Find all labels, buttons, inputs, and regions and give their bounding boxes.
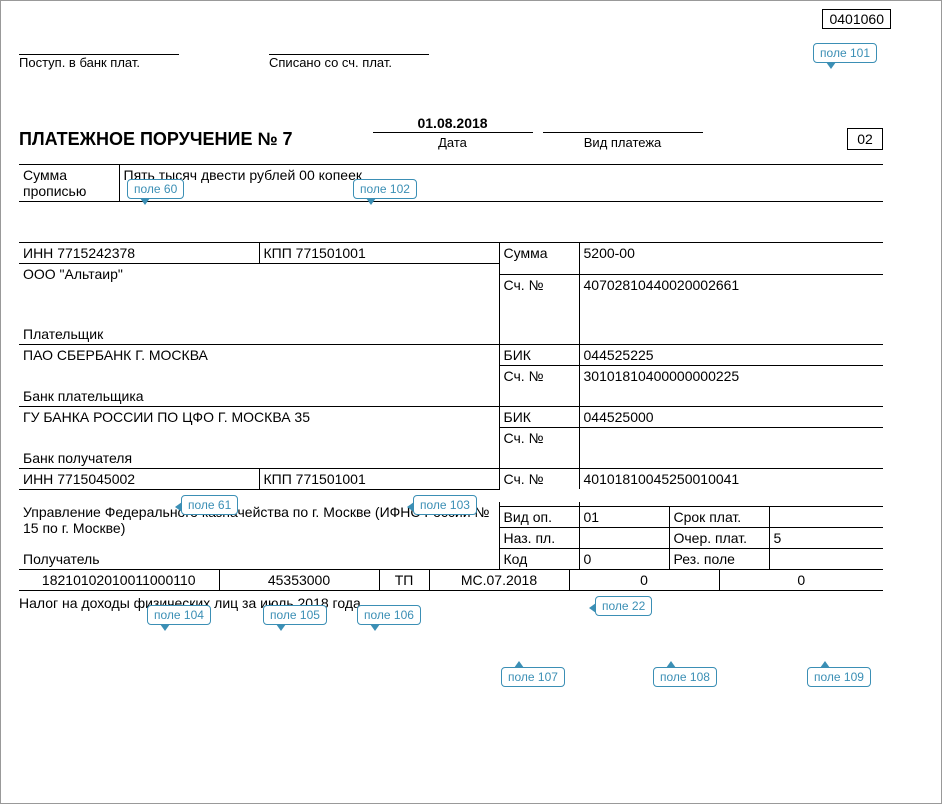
payer-bank-bik-label: БИК: [499, 344, 579, 365]
ocher-value: 5: [769, 527, 883, 548]
form-code: 0401060: [822, 9, 891, 29]
received-at-bank-label: Поступ. в банк плат.: [19, 55, 179, 70]
payer-bank-acc: 30101810400000000225: [579, 365, 883, 386]
annotation-107: поле 107: [501, 667, 565, 687]
receiver-acc: 40101810045250010041: [579, 468, 883, 489]
payer-bank-name: ПАО СБЕРБАНК Г. МОСКВА: [19, 344, 499, 386]
payer-bank-acc-label: Сч. №: [499, 365, 579, 386]
annotation-22: поле 22: [595, 596, 652, 616]
payer-name: ООО "Альтаир": [19, 264, 499, 324]
annotation-61: поле 61: [181, 495, 238, 515]
receiver-bank-acc-label: Сч. №: [499, 427, 579, 448]
vid-op-value: 01: [579, 506, 669, 527]
amount-value: 5200-00: [579, 243, 883, 264]
top-dates-row: Поступ. в банк плат. Списано со сч. плат…: [19, 39, 883, 70]
kod-label: Код: [499, 548, 579, 569]
receiver-kpp: 771501001: [296, 471, 366, 487]
annotation-106: поле 106: [357, 605, 421, 625]
field-109: 0: [719, 570, 883, 591]
field-105: 45353000: [219, 570, 379, 591]
receiver-section-label: Получатель: [19, 548, 499, 569]
payer-inn: 7715242378: [57, 245, 135, 261]
document-title: ПЛАТЕЖНОЕ ПОРУЧЕНИЕ № 7: [19, 129, 293, 150]
payment-type-value: [543, 115, 703, 133]
sum-words-label: Сумма прописью: [19, 165, 119, 202]
annotation-102: поле 102: [353, 179, 417, 199]
tax-fields-row: 18210102010011000110 45353000 ТП МС.07.2…: [19, 570, 883, 591]
payment-type-label: Вид платежа: [543, 135, 703, 150]
payer-acc-value: 40702810440020002661: [579, 274, 883, 323]
receiver-acc-label: Сч. №: [499, 468, 579, 489]
annotation-109: поле 109: [807, 667, 871, 687]
payer-kpp-label: КПП: [264, 245, 292, 261]
scrollable-viewport[interactable]: 0401060 Поступ. в банк плат. Списано со …: [0, 0, 942, 804]
annotation-104: поле 104: [147, 605, 211, 625]
payer-kpp: 771501001: [296, 245, 366, 261]
payer-bank-label: Банк плательщика: [19, 386, 499, 407]
receiver-bank-acc: [579, 427, 883, 448]
receiver-bank-bik-label: БИК: [499, 406, 579, 427]
vid-op-label: Вид оп.: [499, 506, 579, 527]
receiver-kpp-label: КПП: [264, 471, 292, 487]
main-grid: ИНН 7715242378 КПП 771501001 Сумма 5200-…: [19, 242, 883, 490]
receiver-bank-name: ГУ БАНКА РОССИИ ПО ЦФО Г. МОСКВА 35: [19, 406, 499, 448]
naz-pl-label: Наз. пл.: [499, 527, 579, 548]
payer-acc-label: Сч. №: [499, 274, 579, 323]
date-label: Дата: [373, 135, 533, 150]
field-104: 18210102010011000110: [19, 570, 219, 591]
kod-value: 0: [579, 548, 669, 569]
header-row: ПЛАТЕЖНОЕ ПОРУЧЕНИЕ № 7 01.08.2018 Дата …: [19, 115, 883, 150]
field-108: 0: [569, 570, 719, 591]
rez-label: Рез. поле: [669, 548, 769, 569]
annotation-103: поле 103: [413, 495, 477, 515]
payer-inn-label: ИНН: [23, 245, 53, 261]
field-106: ТП: [379, 570, 429, 591]
receiver-bank-bik: 044525000: [579, 406, 883, 427]
debited-label: Списано со сч. плат.: [269, 55, 429, 70]
srok-label: Срок плат.: [669, 506, 769, 527]
receiver-bank-label: Банк получателя: [19, 448, 499, 469]
payment-order-page: 0401060 Поступ. в банк плат. Списано со …: [1, 1, 901, 641]
sum-words-value: Пять тысяч двести рублей 00 копеек: [119, 165, 883, 202]
receiver-inn-label: ИНН: [23, 471, 53, 487]
receiver-inn: 7715045002: [57, 471, 135, 487]
status-code-101: 02: [847, 128, 883, 150]
document-date: 01.08.2018: [373, 115, 533, 133]
amount-label: Сумма: [499, 243, 579, 264]
ocher-label: Очер. плат.: [669, 527, 769, 548]
annotation-108: поле 108: [653, 667, 717, 687]
field-107: МС.07.2018: [429, 570, 569, 591]
annotation-105: поле 105: [263, 605, 327, 625]
annotation-101: поле 101: [813, 43, 877, 63]
payer-bank-bik: 044525225: [579, 344, 883, 365]
payer-section-label: Плательщик: [19, 324, 499, 345]
annotation-60: поле 60: [127, 179, 184, 199]
